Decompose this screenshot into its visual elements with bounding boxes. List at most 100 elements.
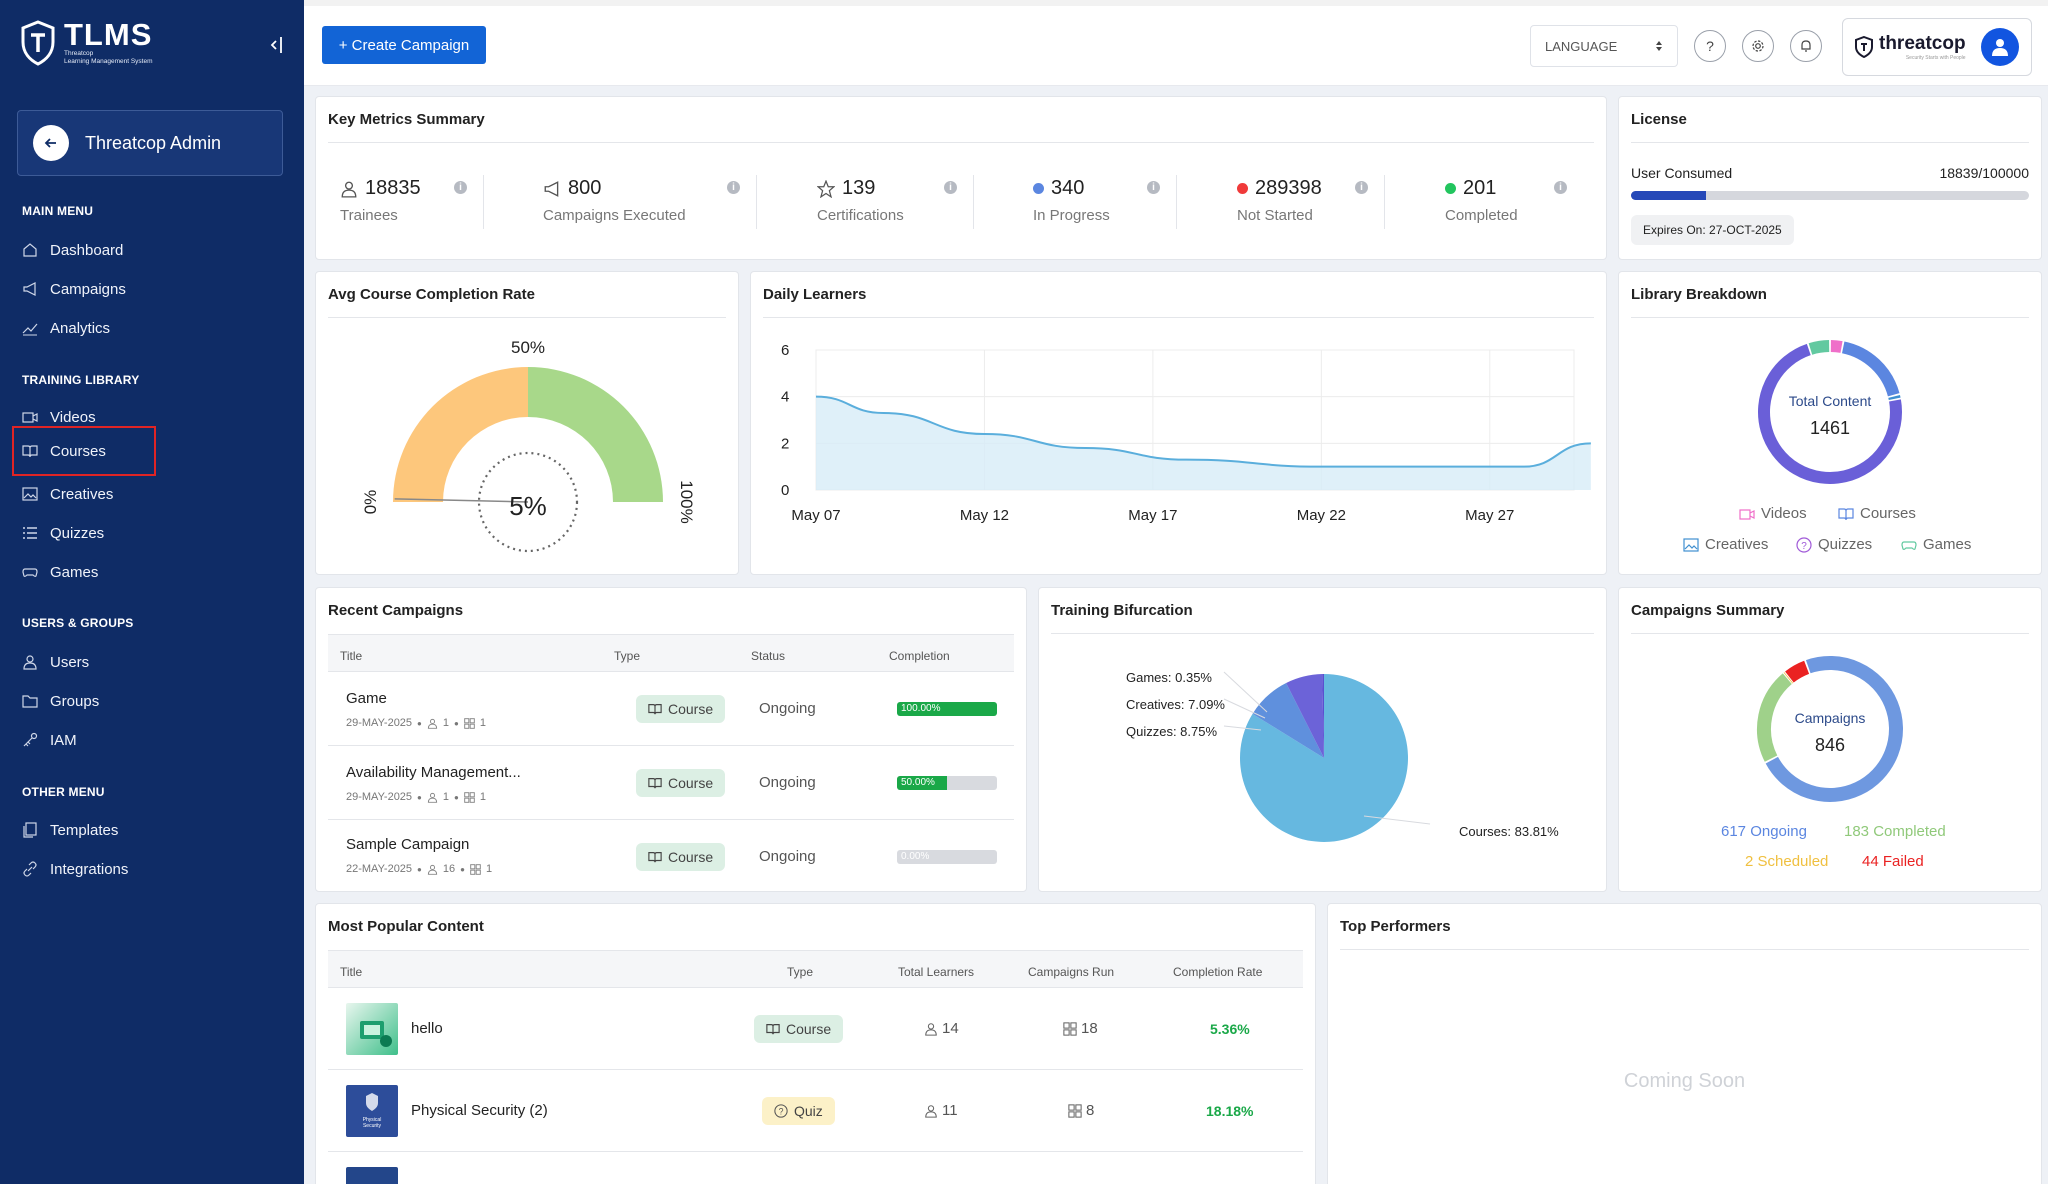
help-button[interactable]: ? [1694, 30, 1726, 62]
sidebar-item-quizzes[interactable]: Quizzes [22, 521, 104, 545]
completion-fill [897, 702, 997, 716]
info-icon[interactable]: i [727, 181, 740, 194]
column-header: Title [340, 649, 363, 663]
book-icon [648, 704, 662, 715]
campaigns-count: 18 [1063, 1020, 1098, 1037]
learners-value: 14 [942, 1020, 959, 1037]
legend-quizzes[interactable]: ? Quizzes [1796, 536, 1872, 553]
y-tick-label: 2 [781, 435, 789, 452]
library-breakdown-card: Library Breakdown Total Content 1461 Vide… [1618, 271, 2042, 575]
question-icon: ? [774, 1104, 788, 1118]
sidebar-item-videos[interactable]: Videos [22, 405, 96, 429]
campaigns-value: 8 [1086, 1102, 1095, 1119]
key-metrics-card: Key Metrics Summary 18835 Trainees i 800… [315, 96, 1607, 260]
grid-icon [464, 791, 475, 803]
info-icon[interactable]: i [454, 181, 467, 194]
app-subtitle-2: Learning Management System [64, 58, 153, 65]
collapse-sidebar-icon[interactable] [268, 34, 284, 56]
completion-bar: 100.00% [897, 702, 997, 716]
sidebar-item-analytics[interactable]: Analytics [22, 316, 110, 340]
metric-label: Not Started [1237, 207, 1313, 224]
content-title: Physical Security (2) [411, 1102, 548, 1119]
donut-segment [1757, 673, 1793, 762]
legend-failed[interactable]: 44 Failed [1862, 853, 1924, 870]
learners-value: 11 [942, 1102, 958, 1119]
sidebar-item-templates[interactable]: Templates [22, 818, 118, 842]
sidebar-item-courses[interactable]: Courses [12, 426, 156, 476]
gamepad-icon [1901, 540, 1917, 550]
series-line [815, 395, 1591, 468]
svg-text:Security: Security [363, 1123, 382, 1129]
legend-games[interactable]: Games [1901, 536, 1971, 553]
grid-icon [464, 717, 475, 729]
avatar[interactable] [1981, 28, 2019, 66]
completion-gauge: 5% 50% 0% 100% [361, 338, 696, 560]
sidebar-item-games[interactable]: Games [22, 560, 98, 584]
pie-label: Games: 0.35% [1126, 670, 1212, 685]
threatcop-shield-icon [1855, 36, 1873, 58]
leader-line [1363, 815, 1431, 825]
sidebar-item-iam[interactable]: IAM [22, 728, 77, 752]
legend-completed[interactable]: 183 Completed [1844, 823, 1946, 840]
back-arrow-icon[interactable] [33, 125, 69, 161]
settings-button[interactable] [1742, 30, 1774, 62]
license-progress-bar [1631, 191, 2029, 200]
card-title: Most Popular Content [328, 918, 484, 935]
y-tick-label: 6 [781, 342, 789, 359]
card-title: Key Metrics Summary [328, 111, 485, 128]
legend-ongoing[interactable]: 617 Ongoing [1721, 823, 1807, 840]
table-row[interactable]: Availability Management... 29-MAY-2025 ●… [328, 746, 1014, 820]
legend-videos[interactable]: Videos [1739, 505, 1807, 522]
admin-name: Threatcop Admin [85, 132, 222, 153]
table-row[interactable]: Physical Security Physical Security (2) ?… [328, 1070, 1303, 1152]
table-row[interactable]: hello Course 14 18 5.36% [328, 988, 1303, 1070]
table-row[interactable]: Sample Campaign 22-MAY-2025 ● 16 ● 1 Cou… [328, 820, 1014, 886]
type-badge: Course [636, 843, 726, 871]
user-avatar-icon [1992, 39, 2008, 56]
sidebar-item-label: Users [50, 653, 90, 671]
daily-learners-card: Daily Learners 0 2 4 6 May 07 May 12 May 17 May… [750, 271, 1607, 575]
sidebar-item-dashboard[interactable]: Dashboard [22, 238, 123, 262]
column-header: Campaigns Run [1028, 965, 1115, 979]
info-icon[interactable]: i [1554, 181, 1567, 194]
bullet-icon: ● [454, 792, 459, 802]
grid-icon [470, 863, 481, 875]
campaigns-count: 8 [1068, 1102, 1094, 1119]
sidebar-item-users[interactable]: Users [22, 650, 89, 674]
info-icon[interactable]: i [1147, 181, 1160, 194]
language-select[interactable]: LANGUAGE [1530, 25, 1678, 67]
brand-tagline: Security Starts with People [1905, 55, 1966, 61]
bullet-icon: ● [417, 792, 422, 802]
brand-profile[interactable]: threatcop Security Starts with People [1842, 18, 2032, 76]
folder-icon [22, 695, 38, 708]
legend-scheduled[interactable]: 2 Scheduled [1745, 853, 1829, 870]
metric-value: 18835 [365, 177, 421, 199]
info-icon[interactable]: i [1355, 181, 1368, 194]
table-row[interactable]: Game 29-MAY-2025 ● 1 ● 1 Course Ongoing … [328, 672, 1014, 746]
svg-text:Physical: Physical [363, 1117, 382, 1123]
admin-switcher[interactable]: Threatcop Admin [17, 110, 283, 176]
book-icon [1838, 507, 1854, 520]
list-icon [23, 527, 37, 539]
sidebar-item-campaigns[interactable]: Campaigns [22, 277, 126, 301]
legend-creatives[interactable]: Creatives [1683, 536, 1768, 553]
legend-courses[interactable]: Courses [1838, 505, 1916, 522]
divider [763, 317, 1594, 318]
card-title: Library Breakdown [1631, 286, 1767, 303]
notifications-button[interactable] [1790, 30, 1822, 62]
sidebar-item-groups[interactable]: Groups [22, 689, 99, 713]
sidebar-item-creatives[interactable]: Creatives [22, 482, 113, 506]
info-icon[interactable]: i [944, 181, 957, 194]
app-logo[interactable]: TLMS Threatcop Learning Management Syste… [20, 19, 153, 66]
donut-segment [1830, 340, 1843, 353]
create-campaign-button[interactable]: + Create Campaign [322, 26, 486, 64]
metric-label: In Progress [1033, 207, 1110, 224]
donut-center-value: 1461 [1810, 418, 1850, 438]
help-icon: ? [1706, 38, 1714, 54]
sidebar-item-integrations[interactable]: Integrations [22, 857, 128, 881]
campaign-title: Game [346, 690, 387, 707]
campaign-title: Availability Management... [346, 764, 521, 781]
grid-icon [1068, 1103, 1082, 1118]
column-header: Total Learners [898, 965, 975, 979]
metric-value: 201 [1463, 177, 1497, 199]
